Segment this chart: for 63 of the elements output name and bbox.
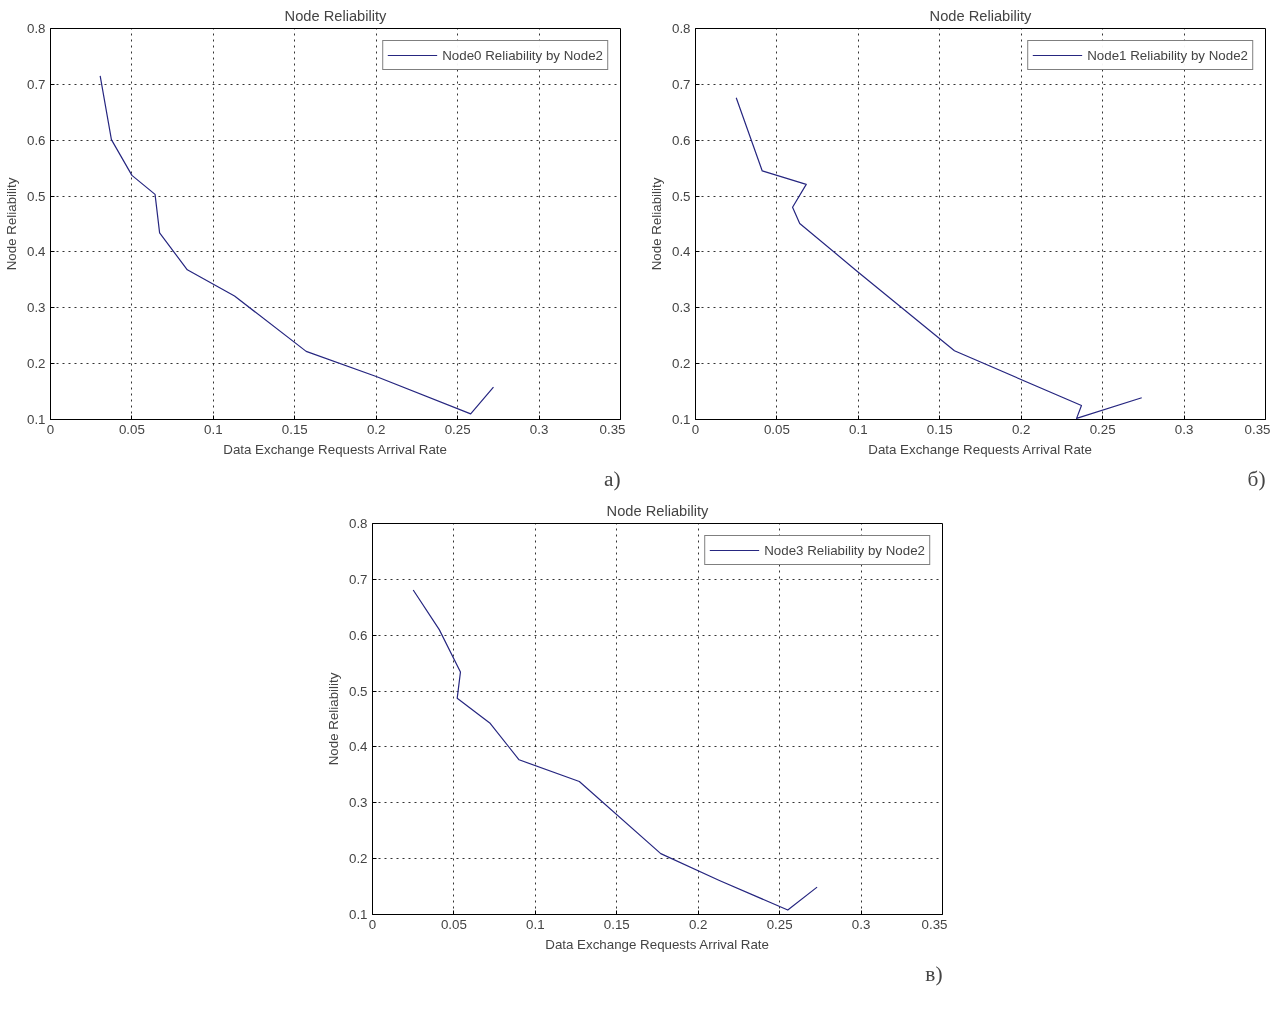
x-tick-label: 0.05 bbox=[440, 916, 467, 932]
x-tick-label: 0 bbox=[691, 421, 700, 437]
x-axis-title: Data Exchange Requests Arrival Rate bbox=[223, 441, 447, 457]
legend-label: Node3 Reliability by Node2 bbox=[764, 542, 925, 558]
y-tick-label: 0.2 bbox=[26, 356, 46, 372]
x-tick-label: 0.05 bbox=[118, 421, 145, 437]
y-tick-label: 0.8 bbox=[26, 21, 46, 36]
y-axis-title: Node Reliability bbox=[648, 177, 664, 271]
x-tick-label: 0.1 bbox=[526, 916, 545, 932]
x-tick-label: 0.1 bbox=[849, 421, 868, 437]
line-series bbox=[99, 75, 495, 415]
x-tick-label: 0.2 bbox=[366, 421, 386, 437]
chart-title: Node Reliability bbox=[284, 7, 388, 24]
y-tick-label: 0.7 bbox=[26, 76, 46, 92]
x-tick-label: 0.15 bbox=[926, 421, 953, 437]
y-tick-label: 0.7 bbox=[348, 571, 368, 587]
y-tick-label: 0.3 bbox=[348, 795, 368, 811]
text: б) bbox=[1247, 466, 1266, 491]
chart-title: Node Reliability bbox=[929, 7, 1033, 24]
x-axis-title: Data Exchange Requests Arrival Rate bbox=[868, 441, 1092, 457]
x-tick-label: 0.25 bbox=[1089, 421, 1116, 437]
x-tick-label: 0 bbox=[46, 421, 55, 437]
legend-label: Node0 Reliability by Node2 bbox=[442, 47, 603, 63]
x-tick-label: 0.25 bbox=[444, 421, 471, 437]
y-tick-label: 0.5 bbox=[348, 683, 368, 699]
x-tick-label: 0.3 bbox=[851, 916, 871, 932]
y-tick-label: 0.2 bbox=[348, 851, 368, 867]
x-axis-title: Data Exchange Requests Arrival Rate bbox=[545, 936, 769, 952]
x-tick-label: 0.35 bbox=[1244, 421, 1271, 437]
y-tick-label: 0.7 bbox=[671, 76, 691, 92]
y-tick-label: 0.6 bbox=[348, 627, 368, 643]
y-tick-label: 0.5 bbox=[671, 188, 691, 204]
x-tick-label: 0.3 bbox=[529, 421, 549, 437]
x-tick-label: 0.2 bbox=[1011, 421, 1031, 437]
x-tick-label: 0.35 bbox=[599, 421, 626, 437]
text: в) bbox=[925, 961, 943, 986]
y-tick-label: 0.4 bbox=[348, 739, 369, 755]
chart-title: Node Reliability bbox=[606, 502, 710, 519]
y-tick-label: 0.4 bbox=[671, 244, 692, 260]
y-tick-label: 0.2 bbox=[671, 356, 691, 372]
y-tick-label: 0.8 bbox=[671, 21, 691, 36]
y-axis-title: Node Reliability bbox=[325, 672, 341, 766]
y-tick-label: 0.3 bbox=[671, 300, 691, 316]
x-tick-label: 0.15 bbox=[281, 421, 308, 437]
x-tick-label: 0.3 bbox=[1174, 421, 1194, 437]
line-series bbox=[412, 589, 818, 911]
x-tick-label: 0.25 bbox=[766, 916, 793, 932]
y-tick-label: 0.6 bbox=[671, 132, 691, 148]
x-tick-label: 0.05 bbox=[763, 421, 790, 437]
text: а) bbox=[603, 466, 621, 491]
legend-label: Node1 Reliability by Node2 bbox=[1087, 47, 1248, 63]
y-tick-label: 0.3 bbox=[26, 300, 46, 316]
y-tick-label: 0.8 bbox=[348, 516, 368, 531]
y-tick-label: 0.6 bbox=[26, 132, 46, 148]
y-tick-label: 0.4 bbox=[26, 244, 47, 260]
x-tick-label: 0.2 bbox=[688, 916, 708, 932]
y-tick-label: 0.5 bbox=[26, 188, 46, 204]
x-tick-label: 0.1 bbox=[204, 421, 223, 437]
line-series bbox=[735, 97, 1143, 419]
x-tick-label: 0.15 bbox=[603, 916, 630, 932]
x-tick-label: 0 bbox=[368, 916, 377, 932]
x-tick-label: 0.35 bbox=[921, 916, 948, 932]
y-axis-title: Node Reliability bbox=[3, 177, 19, 271]
